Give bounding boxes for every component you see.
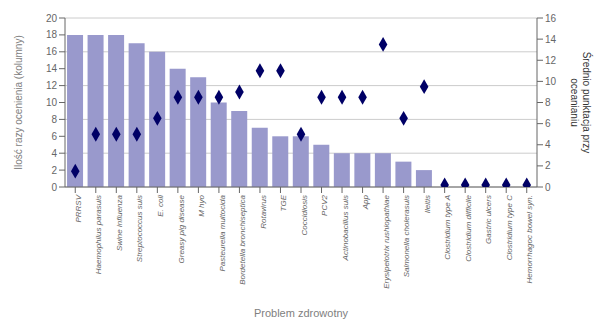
svg-text:Actinobacillus suis: Actinobacillus suis bbox=[341, 195, 350, 261]
svg-text:Clostridium type C: Clostridium type C bbox=[505, 195, 514, 261]
svg-text:Streptococcus suis: Streptococcus suis bbox=[136, 195, 145, 262]
svg-text:16: 16 bbox=[46, 46, 58, 57]
svg-text:M hyo: M hyo bbox=[197, 194, 206, 216]
svg-text:2: 2 bbox=[51, 165, 57, 176]
svg-text:Bordetella bronchiseptica: Bordetella bronchiseptica bbox=[238, 194, 247, 284]
svg-text:4: 4 bbox=[545, 139, 551, 150]
svg-text:Swine influenza: Swine influenza bbox=[115, 194, 124, 251]
svg-text:Clostridium type A: Clostridium type A bbox=[443, 195, 452, 260]
svg-text:12: 12 bbox=[46, 80, 58, 91]
svg-text:2: 2 bbox=[545, 160, 551, 171]
svg-text:Problem zdrowotny: Problem zdrowotny bbox=[254, 307, 349, 319]
svg-text:6: 6 bbox=[51, 131, 57, 142]
svg-text:Hemorrhagoc bowel syn.: Hemorrhagoc bowel syn. bbox=[525, 195, 534, 283]
svg-text:14: 14 bbox=[545, 34, 557, 45]
svg-text:10: 10 bbox=[46, 97, 58, 108]
svg-text:8: 8 bbox=[545, 97, 551, 108]
svg-text:Haemophilus parasuis: Haemophilus parasuis bbox=[94, 195, 103, 274]
svg-text:Greasy pig disease: Greasy pig disease bbox=[177, 194, 186, 263]
svg-text:App: App bbox=[361, 194, 370, 210]
svg-text:E. coli: E. coli bbox=[156, 195, 165, 217]
svg-text:0: 0 bbox=[51, 182, 57, 193]
svg-text:8: 8 bbox=[51, 114, 57, 125]
svg-text:10: 10 bbox=[545, 76, 557, 87]
svg-text:Pasteurella multocida: Pasteurella multocida bbox=[218, 194, 227, 271]
svg-text:14: 14 bbox=[46, 63, 58, 74]
svg-text:Gastric ulcers: Gastric ulcers bbox=[484, 195, 493, 244]
svg-text:Erysipelotrix rushiopathiae: Erysipelotrix rushiopathiae bbox=[382, 194, 391, 288]
svg-text:Coccidiosis: Coccidiosis bbox=[300, 195, 309, 235]
svg-text:18: 18 bbox=[46, 29, 58, 40]
svg-text:Średnio punktacja przyoceanian: Średnio punktacja przyoceanianiu bbox=[569, 52, 593, 154]
svg-text:TGE: TGE bbox=[279, 194, 288, 211]
svg-text:12: 12 bbox=[545, 55, 557, 66]
svg-text:20: 20 bbox=[46, 13, 58, 24]
svg-text:Clostridium difficile: Clostridium difficile bbox=[464, 194, 473, 261]
svg-text:Salmonella cholerasuis: Salmonella cholerasuis bbox=[402, 195, 411, 277]
svg-text:4: 4 bbox=[51, 148, 57, 159]
svg-text:0: 0 bbox=[545, 182, 551, 193]
svg-text:Ileitis: Ileitis bbox=[423, 195, 432, 213]
svg-text:PRRSV: PRRSV bbox=[74, 194, 83, 222]
svg-text:6: 6 bbox=[545, 118, 551, 129]
svg-text:PCV2: PCV2 bbox=[320, 194, 329, 215]
svg-text:Ilość razy ocenienia (kolumny): Ilość razy ocenienia (kolumny) bbox=[13, 35, 24, 170]
svg-text:Rotavirus: Rotavirus bbox=[259, 195, 268, 229]
svg-text:16: 16 bbox=[545, 13, 557, 24]
